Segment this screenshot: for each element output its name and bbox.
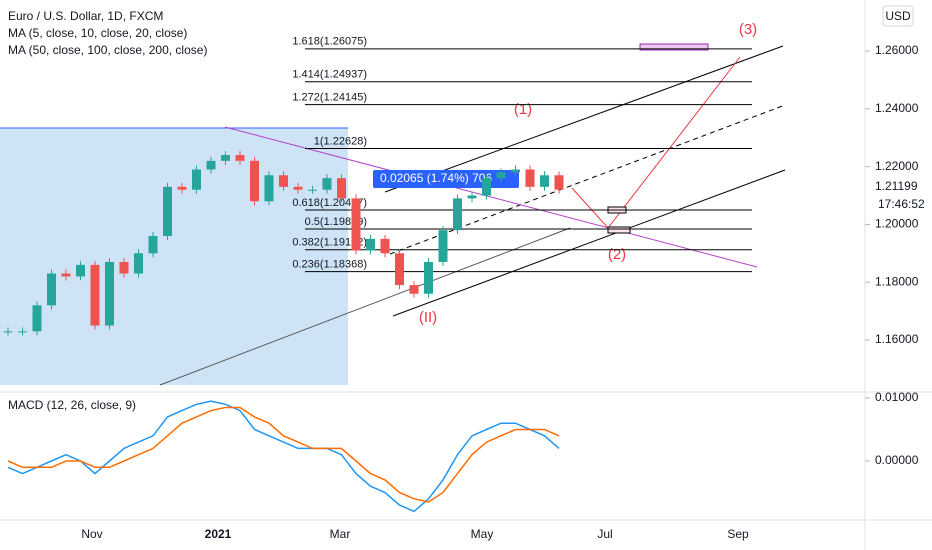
candle bbox=[482, 178, 491, 196]
fib-label: 1.272(1.24145) bbox=[292, 92, 367, 104]
candle bbox=[351, 198, 361, 251]
fib-label: 0.5(1.19839) bbox=[305, 216, 367, 228]
time-label: Mar bbox=[330, 527, 351, 541]
candle bbox=[3, 331, 13, 333]
candle bbox=[235, 155, 245, 161]
candle bbox=[177, 186, 187, 190]
wave-label: (II) bbox=[419, 309, 437, 326]
candle bbox=[47, 273, 56, 306]
diagonal-line bbox=[224, 126, 758, 268]
currency-button[interactable] bbox=[882, 5, 914, 27]
fib-label: 0.382(1.19122) bbox=[292, 237, 367, 249]
projection bbox=[571, 56, 741, 229]
candle bbox=[134, 253, 143, 274]
candle bbox=[279, 175, 288, 187]
time-label: Nov bbox=[81, 527, 102, 541]
ma-200 bbox=[159, 227, 571, 386]
candle bbox=[61, 273, 71, 277]
candle bbox=[18, 331, 27, 333]
time-label: May bbox=[471, 527, 494, 541]
fib-label: 0.618(1.20497) bbox=[292, 197, 367, 209]
macd-label: 0.00000 bbox=[875, 453, 919, 467]
candle bbox=[293, 186, 303, 190]
candle bbox=[525, 169, 535, 187]
candle bbox=[322, 178, 332, 190]
candle bbox=[511, 169, 520, 173]
candle bbox=[119, 261, 129, 274]
macd-label: 0.01000 bbox=[875, 390, 919, 404]
wave-label: (1) bbox=[514, 101, 532, 118]
measure-label: 0.02065 (1.74%) 706 bbox=[380, 171, 492, 185]
macd-title: MACD (12, 26, close, 9) bbox=[8, 398, 136, 412]
candle bbox=[467, 195, 477, 199]
target-box bbox=[639, 43, 709, 51]
macd-line bbox=[7, 400, 560, 513]
wave-label: (3) bbox=[739, 21, 757, 38]
candle bbox=[438, 230, 448, 262]
candle bbox=[206, 160, 216, 170]
candle bbox=[496, 172, 506, 179]
time-label: Sep bbox=[727, 527, 749, 541]
candle bbox=[409, 285, 419, 294]
range-box bbox=[0, 128, 348, 385]
candle bbox=[337, 178, 346, 199]
candle bbox=[221, 155, 230, 161]
candle bbox=[148, 235, 158, 254]
price-label: 1.18000 bbox=[875, 274, 919, 288]
candle bbox=[554, 175, 564, 190]
macd-line bbox=[7, 406, 560, 503]
time-label: 2021 bbox=[205, 527, 232, 541]
candle bbox=[264, 175, 274, 202]
channel-lower bbox=[392, 169, 786, 317]
channel-mid bbox=[389, 104, 786, 255]
candle bbox=[163, 186, 172, 236]
fib-label: 1.414(1.24937) bbox=[292, 69, 367, 81]
candle bbox=[192, 169, 201, 190]
countdown: 17:46:52 bbox=[878, 197, 925, 211]
price-label: 1.24000 bbox=[875, 101, 919, 115]
last-price: 1.21199 bbox=[875, 179, 918, 193]
ma-legend: MA (5, close, 10, close, 20, close) bbox=[8, 26, 187, 40]
candle bbox=[32, 305, 42, 332]
candle bbox=[250, 160, 259, 202]
candle bbox=[424, 261, 433, 294]
candle bbox=[105, 261, 114, 326]
wave-label: (2) bbox=[608, 246, 626, 263]
candle bbox=[366, 238, 375, 251]
candle bbox=[308, 189, 317, 191]
fib-label: 1.618(1.26075) bbox=[292, 36, 367, 48]
currency[interactable]: USD bbox=[885, 9, 911, 23]
candle bbox=[453, 198, 462, 231]
channel-upper bbox=[384, 45, 784, 193]
time-label: Jul bbox=[597, 527, 612, 541]
price-label: 1.16000 bbox=[875, 332, 919, 346]
zone-box bbox=[607, 226, 631, 234]
ma-legend: MA (50, close, 100, close, 200, close) bbox=[8, 43, 207, 57]
price-label: 1.20000 bbox=[875, 217, 919, 231]
price-label: 1.26000 bbox=[875, 43, 919, 57]
candle bbox=[540, 175, 549, 187]
candle bbox=[76, 264, 85, 277]
candle bbox=[380, 238, 390, 254]
fib-label: 0.236(1.18368) bbox=[292, 258, 367, 270]
symbol-title: Euro / U.S. Dollar, 1D, FXCM bbox=[8, 9, 163, 23]
candle bbox=[395, 253, 404, 286]
fib-label: 1(1.22628) bbox=[314, 135, 367, 147]
price-label: 1.22000 bbox=[875, 159, 919, 173]
candle bbox=[90, 264, 100, 326]
